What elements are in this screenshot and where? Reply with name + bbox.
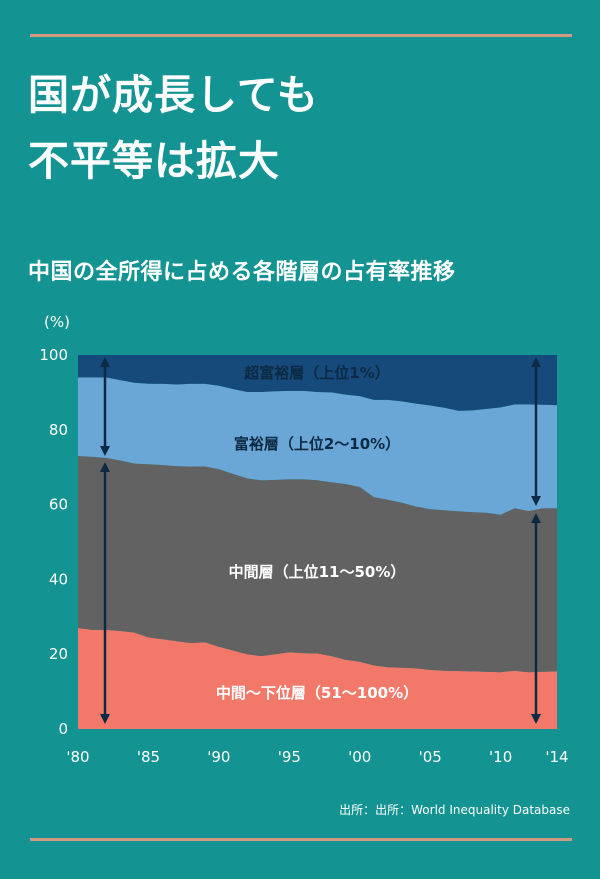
headline-line-2: 不平等は拡大 xyxy=(28,137,280,185)
label-lower-middle: 中間〜下位層（51〜100%） xyxy=(216,684,418,702)
x-tick-label: '14 xyxy=(545,748,568,766)
label-middle: 中間層（上位11〜50%） xyxy=(229,563,406,581)
label-top-1: 超富裕層（上位1%） xyxy=(243,364,389,382)
y-tick-label: 40 xyxy=(49,570,68,588)
x-tick-label: '00 xyxy=(348,748,371,766)
label-top-2-10: 富裕層（上位2〜10%） xyxy=(234,435,400,453)
source-note: 出所：出所：World Inequality Database xyxy=(339,803,570,817)
x-tick-label: '10 xyxy=(489,748,512,766)
area-top-1 xyxy=(78,355,557,411)
y-axis-unit: (%) xyxy=(44,313,70,331)
y-tick-label: 20 xyxy=(49,645,68,663)
y-tick-label: 80 xyxy=(49,421,68,439)
x-tick-label: '05 xyxy=(419,748,442,766)
chart-subtitle: 中国の全所得に占める各階層の占有率推移 xyxy=(28,260,456,285)
area-top-2-10 xyxy=(78,377,557,515)
x-tick-label: '90 xyxy=(207,748,230,766)
headline-line-1: 国が成長しても xyxy=(28,71,319,119)
y-tick-label: 0 xyxy=(58,720,68,738)
area-middle xyxy=(78,456,557,673)
x-tick-label: '80 xyxy=(66,748,89,766)
bottom-rule xyxy=(30,838,572,841)
x-tick-label: '85 xyxy=(137,748,160,766)
area-lower-middle xyxy=(78,628,557,729)
top-rule xyxy=(30,34,572,37)
y-tick-label: 100 xyxy=(39,346,68,364)
x-tick-label: '95 xyxy=(278,748,301,766)
y-tick-label: 60 xyxy=(49,496,68,514)
